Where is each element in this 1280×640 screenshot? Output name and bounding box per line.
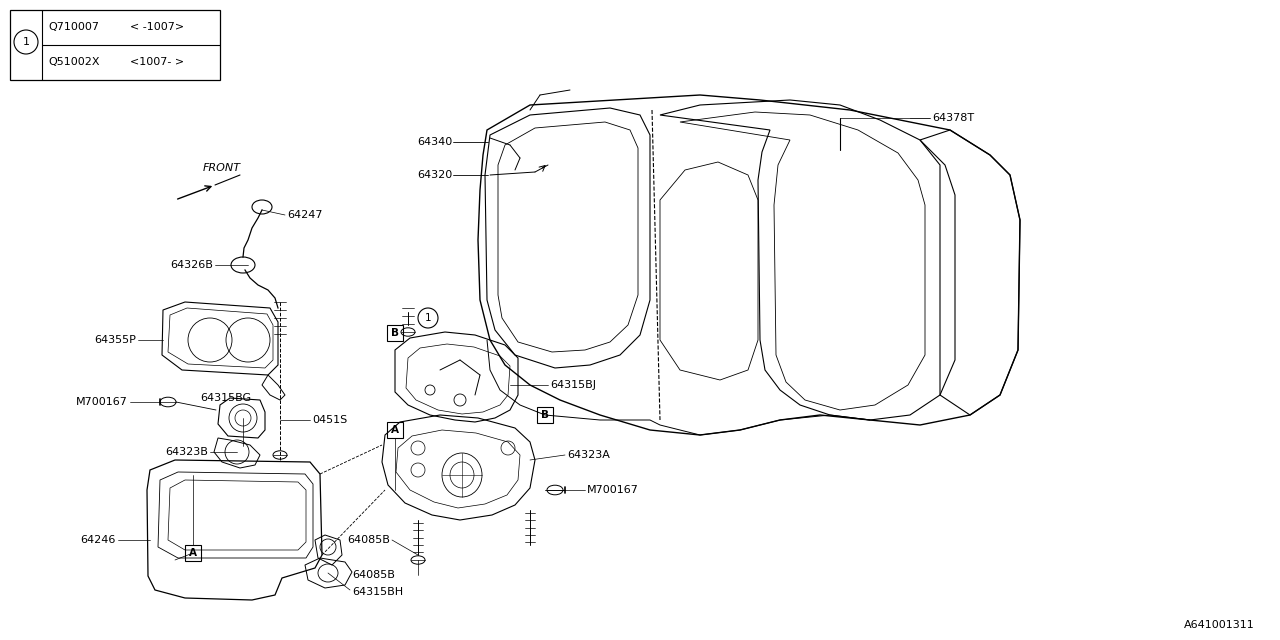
Text: 64315BH: 64315BH xyxy=(352,587,403,597)
Text: 64085B: 64085B xyxy=(352,570,396,580)
Text: 64085B: 64085B xyxy=(347,535,390,545)
Text: B: B xyxy=(390,328,399,338)
Text: 64247: 64247 xyxy=(287,210,323,220)
Bar xyxy=(387,422,403,438)
Text: FRONT: FRONT xyxy=(204,163,241,173)
Text: 64315BJ: 64315BJ xyxy=(550,380,596,390)
Text: 64326B: 64326B xyxy=(170,260,212,270)
Text: M700167: M700167 xyxy=(76,397,128,407)
Text: 64378T: 64378T xyxy=(932,113,974,123)
Text: A: A xyxy=(390,425,399,435)
Text: A: A xyxy=(189,548,197,558)
Text: 64323A: 64323A xyxy=(567,450,609,460)
Text: < -1007>: < -1007> xyxy=(131,22,184,32)
Text: 64340: 64340 xyxy=(417,137,452,147)
Text: 64315BG: 64315BG xyxy=(200,393,251,403)
Text: 64355P: 64355P xyxy=(95,335,136,345)
Circle shape xyxy=(14,30,38,54)
Bar xyxy=(186,545,201,561)
Text: M700167: M700167 xyxy=(588,485,639,495)
Text: 0451S: 0451S xyxy=(312,415,347,425)
Text: 64320: 64320 xyxy=(417,170,452,180)
Text: A641001311: A641001311 xyxy=(1184,620,1254,630)
Bar xyxy=(10,10,220,80)
Text: 1: 1 xyxy=(425,313,431,323)
Circle shape xyxy=(419,308,438,328)
Text: B: B xyxy=(541,410,549,420)
Text: Q51002X: Q51002X xyxy=(49,57,100,67)
Text: <1007- >: <1007- > xyxy=(131,57,184,67)
Text: 64246: 64246 xyxy=(81,535,116,545)
Text: 64323B: 64323B xyxy=(165,447,207,457)
Text: Q710007: Q710007 xyxy=(49,22,99,32)
Text: 1: 1 xyxy=(23,37,29,47)
Bar xyxy=(387,325,403,341)
Bar xyxy=(538,407,553,423)
